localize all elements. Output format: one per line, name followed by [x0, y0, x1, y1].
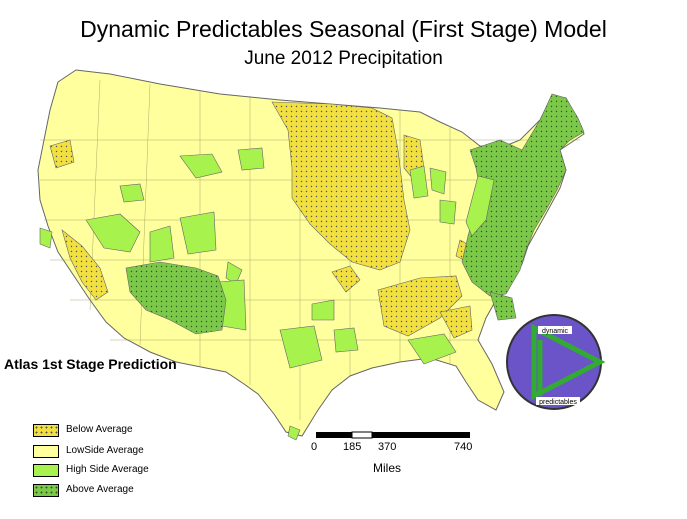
legend-swatch-above: [33, 484, 59, 497]
below-average-regions: [49, 101, 475, 339]
above-average-regions: [125, 93, 585, 335]
legend-label: Below Average: [66, 424, 133, 435]
scale-unit: Miles: [373, 461, 402, 475]
scale-tick-370: 370: [378, 441, 397, 453]
legend-swatch-highside: [33, 464, 59, 477]
scale-tick-0: 0: [311, 441, 318, 453]
legend-label: Above Average: [66, 484, 134, 495]
side-label: Atlas 1st Stage Prediction: [4, 356, 177, 372]
svg-text:predictables: predictables: [539, 399, 577, 406]
legend-swatch-lowside: [33, 445, 59, 458]
map-subtitle: June 2012 Precipitation: [244, 48, 443, 69]
scale-tick-740: 740: [454, 441, 473, 453]
legend-label: LowSide Average: [66, 445, 144, 456]
scale-bar: [316, 431, 470, 439]
scale-tick-185: 185: [343, 441, 362, 453]
legend-label: High Side Average: [66, 464, 149, 475]
high-side-average-regions: [39, 147, 457, 441]
map-title: Dynamic Predictables Seasonal (First Sta…: [80, 16, 607, 42]
svg-text:dynamic: dynamic: [542, 328, 569, 335]
northeast-high-side: [465, 175, 495, 237]
dynamic-predictables-logo: dynamic predictables: [506, 314, 606, 410]
legend-swatch-below: [33, 424, 59, 437]
play-triangle-icon: [531, 323, 606, 401]
